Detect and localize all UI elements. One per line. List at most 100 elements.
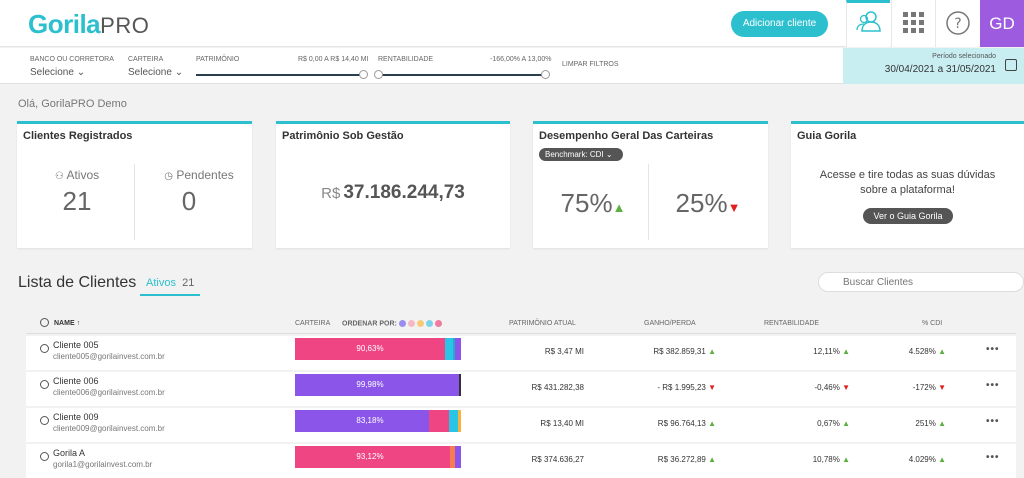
header-divider (26, 333, 1016, 334)
row-select-radio[interactable] (40, 416, 49, 425)
apps-nav-button[interactable] (891, 0, 935, 47)
add-client-button[interactable]: Adicionar cliente (731, 11, 828, 37)
bank-filter-label: BANCO OU CORRETORA (30, 56, 114, 63)
client-name[interactable]: Cliente 006 (53, 376, 99, 386)
return-slider-max-handle[interactable] (541, 70, 550, 79)
portfolio-column-header: CARTEIRA (295, 320, 331, 327)
gorila-pro-logo[interactable]: GorilaPRO (28, 9, 150, 39)
patrimony-filter-label: PATRIMÔNIO (196, 56, 240, 63)
clear-filters-link[interactable]: LIMPAR FILTROS (562, 61, 619, 68)
arrow-up-icon: ▲ (612, 200, 626, 215)
current-patrimony: R$ 374.636,27 (531, 455, 585, 464)
card-title: Guia Gorila (797, 130, 857, 142)
return-percent: 12,11% ▲ (813, 347, 850, 356)
client-name[interactable]: Cliente 005 (53, 340, 99, 350)
return-slider-min-handle[interactable] (374, 70, 383, 79)
row-select-radio[interactable] (40, 344, 49, 353)
allocation-segment (458, 374, 461, 396)
table-row[interactable]: Gorila A gorila1@gorilainvest.com.br 93,12… (26, 444, 1016, 478)
return-slider[interactable] (374, 70, 550, 79)
table-row[interactable]: Cliente 005 cliente005@gorilainvest.com.b… (26, 336, 1016, 370)
svg-text:?: ? (954, 16, 961, 32)
patrimony-range-text: R$ 0,00 A R$ 14,40 MI (298, 56, 369, 63)
current-patrimony: R$ 3,47 MI (544, 347, 584, 356)
patrimony-column-header[interactable]: PATRIMÔNIO ATUAL (509, 320, 576, 327)
more-options-icon[interactable]: ••• (986, 452, 1000, 463)
allocation-bar[interactable] (295, 410, 461, 432)
calendar-icon[interactable] (1005, 59, 1017, 71)
portfolio-filter-select[interactable]: Selecione ⌄ (128, 67, 184, 78)
order-by-color-dot[interactable] (434, 320, 442, 327)
allocation-percent: 90,63% (356, 344, 384, 353)
allocation-segment (452, 338, 456, 360)
benchmark-select[interactable]: Benchmark: CDI ⌄ (539, 148, 623, 161)
client-name[interactable]: Cliente 009 (53, 412, 99, 422)
allocation-bar[interactable] (295, 338, 461, 360)
gain-column-header[interactable]: GANHO/PERDA (644, 320, 696, 327)
card-title: Clientes Registrados (23, 130, 133, 142)
arrow-up-icon: ▲ (842, 347, 850, 356)
allocation-bar[interactable] (295, 446, 461, 468)
patrimony-slider[interactable] (196, 70, 368, 79)
order-by-color-dot[interactable] (425, 320, 433, 327)
top-bar: GorilaPRO Adicionar cliente ? GD (0, 0, 1024, 47)
clock-icon: ◷ (164, 171, 173, 182)
guide-text: Acesse e tire todas as suas dúvidas sobr… (819, 169, 996, 196)
arrow-up-icon: ▲ (708, 455, 716, 464)
name-column-header[interactable]: NAME ↑ (54, 320, 81, 327)
allocation-bar[interactable] (295, 374, 461, 396)
user-avatar[interactable]: GD (980, 0, 1024, 47)
help-nav-button[interactable]: ? (935, 0, 979, 47)
portfolio-filter-label: CARTEIRA (128, 56, 164, 63)
managed-assets-card: Patrimônio Sob Gestão R$ 37.186.244,73 (276, 121, 510, 248)
cdi-percent: 4.029% ▲ (908, 455, 946, 464)
registered-clients-card: Clientes Registrados ⚇ Ativos 21 ◷ Pende… (17, 121, 252, 248)
order-by-color-dot[interactable] (416, 320, 424, 327)
tab-active-clients[interactable]: Ativos 21 (140, 277, 201, 296)
clients-nav-button[interactable] (846, 0, 890, 47)
cdi-column-header[interactable]: % CDI (922, 320, 943, 327)
allocation-segment (295, 410, 430, 432)
arrow-up-icon: ▲ (938, 455, 946, 464)
arrow-down-icon: ▼ (938, 383, 946, 392)
arrow-down-icon: ▼ (842, 383, 850, 392)
pending-clients-count: 0 (181, 186, 197, 216)
row-select-radio[interactable] (40, 380, 49, 389)
arrow-down-icon: ▼ (727, 200, 741, 215)
allocation-segment (457, 410, 461, 432)
allocation-segment (295, 338, 446, 360)
allocation-segment (429, 410, 450, 432)
select-all-radio[interactable] (40, 318, 49, 327)
client-email: cliente009@gorilainvest.com.br (53, 424, 165, 433)
row-select-radio[interactable] (40, 452, 49, 461)
more-options-icon[interactable]: ••• (986, 416, 1000, 427)
client-email: gorila1@gorilainvest.com.br (53, 460, 153, 469)
period-selector[interactable]: Período selecionado 30/04/2021 a 31/05/2… (843, 48, 1024, 84)
return-column-header[interactable]: RENTABILIDADE (764, 320, 820, 327)
period-label: Período selecionado (932, 53, 996, 60)
search-clients-input[interactable] (818, 272, 1024, 292)
card-title: Patrimônio Sob Gestão (282, 130, 404, 142)
arrow-up-icon: ▲ (842, 455, 850, 464)
more-options-icon[interactable]: ••• (986, 380, 1000, 391)
period-value: 30/04/2021 a 31/05/2021 (884, 64, 996, 75)
bank-filter-select[interactable]: Selecione ⌄ (30, 67, 86, 78)
table-row[interactable]: Cliente 009 cliente009@gorilainvest.com.b… (26, 408, 1016, 442)
more-options-icon[interactable]: ••• (986, 344, 1000, 355)
gain-loss: R$ 36.272,89 ▲ (657, 455, 716, 464)
arrow-down-icon: ▼ (708, 383, 716, 392)
view-guide-button[interactable]: Ver o Guia Gorila (863, 208, 953, 224)
greeting-text: Olá, GorilaPRO Demo (18, 98, 127, 110)
cdi-percent: 4.528% ▲ (908, 347, 946, 356)
table-row[interactable]: Cliente 006 cliente006@gorilainvest.com.b… (26, 372, 1016, 406)
patrimony-slider-handle[interactable] (359, 70, 368, 79)
order-by-color-dot[interactable] (407, 320, 415, 327)
managed-assets-value: R$ 37.186.244,73 (321, 182, 465, 203)
order-by-color-dot[interactable] (398, 320, 406, 327)
client-name[interactable]: Gorila A (53, 448, 86, 458)
current-patrimony: R$ 13,40 MI (540, 419, 584, 428)
cdi-percent: -172% ▼ (912, 383, 946, 392)
gain-loss: R$ 96.764,13 ▲ (657, 419, 716, 428)
gain-loss: - R$ 1.995,23 ▼ (657, 383, 716, 392)
allocation-segment (295, 374, 459, 396)
